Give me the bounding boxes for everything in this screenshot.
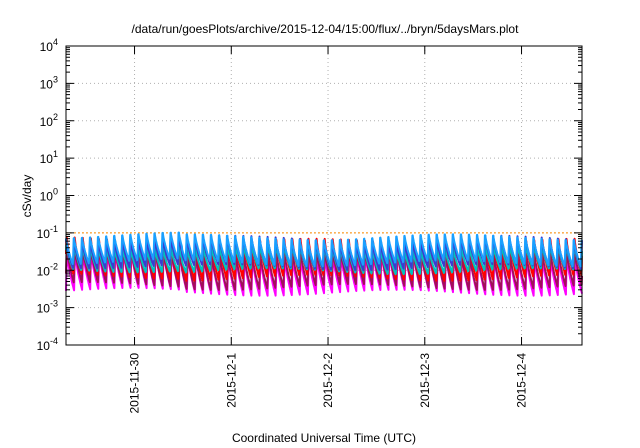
x-tick-label: 2015-12-1 <box>224 353 238 408</box>
series-line <box>65 246 583 291</box>
y-tick-label: 104 <box>40 37 58 54</box>
series-line <box>65 231 583 268</box>
y-tick-label: 102 <box>40 112 58 129</box>
x-axis-label: Coordinated Universal Time (UTC) <box>232 431 416 445</box>
y-axis-ticks: 10-4 10-3 10-2 10-1 100 101 102 103 104 <box>37 37 582 353</box>
y-tick-label: 10-1 <box>37 224 58 241</box>
y-tick-label: 10-2 <box>37 261 58 278</box>
plot-frame <box>65 45 583 346</box>
y-tick-label: 10-3 <box>37 299 58 316</box>
chart-title: /data/run/goesPlots/archive/2015-12-04/1… <box>132 22 520 36</box>
x-axis-ticks: 2015-11-30 2015-12-1 2015-12-2 2015-12-3 201… <box>128 46 529 414</box>
y-tick-label: 100 <box>40 187 58 204</box>
grid-lines <box>66 46 582 345</box>
x-tick-label: 2015-12-4 <box>515 353 529 408</box>
y-tick-label: 103 <box>40 74 58 91</box>
y-axis-label: cSv/day <box>20 175 34 218</box>
x-tick-label: 2015-12-3 <box>418 353 432 408</box>
y-tick-label: 101 <box>40 149 58 166</box>
series-group <box>65 231 583 297</box>
x-tick-label: 2015-11-30 <box>128 353 142 414</box>
x-tick-label: 2015-12-2 <box>321 353 335 408</box>
y-tick-label: 10-4 <box>37 336 58 353</box>
